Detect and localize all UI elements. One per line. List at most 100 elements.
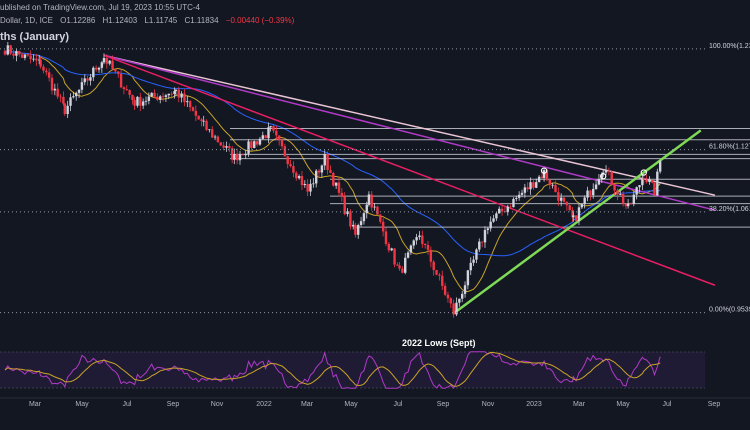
- candle-body: [517, 194, 521, 198]
- candle-body: [398, 265, 401, 269]
- candle-body: [352, 224, 355, 227]
- candle-body: [250, 141, 253, 148]
- candle-body: [376, 206, 379, 215]
- rsi-signal-line: [4, 351, 661, 387]
- candle-body: [349, 211, 352, 227]
- candle-body: [571, 210, 574, 218]
- candle-body: [222, 145, 225, 148]
- annotation-label: 2022 Lows (Sept): [402, 338, 476, 348]
- published-text: ublished on TradingView.com, Jul 19, 202…: [0, 3, 200, 12]
- candle-body: [300, 176, 304, 186]
- candle-body: [509, 206, 512, 208]
- candle-body: [197, 115, 200, 120]
- candle-body: [188, 101, 192, 108]
- candle-body: [114, 69, 117, 72]
- candle-body: [303, 184, 307, 186]
- candle-body: [568, 205, 571, 211]
- candle-body: [323, 154, 326, 166]
- x-axis-tick-label: Nov: [482, 401, 495, 408]
- candle-body: [167, 93, 170, 96]
- candle-body: [365, 204, 368, 214]
- candle-body: [244, 153, 247, 156]
- fib-label: 61.80%(1.1275): [709, 144, 750, 151]
- candle-body: [228, 146, 231, 149]
- candle-body: [241, 154, 245, 156]
- candle-body: [475, 249, 478, 260]
- candle-body: [306, 184, 309, 192]
- x-axis-tick-label: May: [344, 401, 358, 408]
- candle-body: [483, 229, 487, 243]
- candle-body: [653, 182, 656, 196]
- candle-body: [12, 53, 15, 56]
- x-axis-tick-label: May: [616, 401, 630, 408]
- x-axis-tick-label: Mar: [573, 401, 586, 408]
- candle-body: [396, 264, 399, 266]
- ohlc-open: O1.12286: [60, 16, 96, 25]
- candle-body: [272, 126, 275, 131]
- candle-body: [466, 270, 470, 286]
- candle-body: [480, 241, 484, 243]
- candle-body: [542, 170, 546, 178]
- candle-body: [136, 96, 139, 106]
- chart-title: ths (January): [0, 31, 70, 43]
- candle-body: [537, 176, 541, 183]
- candle-body: [574, 215, 578, 221]
- candle-body: [645, 179, 648, 183]
- candle-body: [29, 55, 32, 60]
- candle-body: [354, 224, 357, 235]
- candle-body: [125, 89, 128, 91]
- symbol-ohlc-bar: Dollar, 1D, ICE O1.12286 H1.12403 L1.117…: [0, 14, 294, 28]
- symbol-label[interactable]: Dollar, 1D, ICE: [0, 16, 53, 25]
- candle-body: [512, 198, 515, 208]
- x-axis: Mar May Jul Sep Nov 2022 Mar May Jul Sep Nov 2023 Ma…: [0, 397, 750, 408]
- candle-body: [432, 261, 435, 271]
- candle-body: [100, 62, 104, 68]
- candle-body: [315, 170, 318, 184]
- candle-body: [656, 171, 659, 196]
- candle-body: [173, 91, 176, 95]
- candle-body: [610, 171, 613, 185]
- candle-body: [418, 235, 421, 238]
- candle-body: [6, 45, 10, 55]
- candle-body: [472, 259, 475, 263]
- candle-body: [159, 96, 162, 100]
- candle-body: [77, 89, 81, 93]
- candle-body: [443, 285, 447, 295]
- ohlc-change: −0.00440 (−0.39%): [225, 16, 295, 25]
- candle-body: [565, 201, 569, 206]
- candle-body: [261, 135, 264, 139]
- candle-body: [42, 66, 45, 71]
- candle-body: [429, 249, 433, 262]
- candle-body: [35, 58, 38, 61]
- fib-label: 38.20%(1.0612): [709, 206, 750, 213]
- candle-body: [119, 73, 123, 88]
- candle-body: [426, 245, 430, 250]
- swing-high-marker: [599, 173, 607, 180]
- x-axis-tick-label: Jul: [123, 401, 132, 408]
- candle-body: [63, 103, 67, 115]
- candle-body: [320, 165, 324, 173]
- candle-body: [635, 187, 638, 195]
- candle-body: [651, 180, 654, 183]
- candle-body: [404, 257, 407, 273]
- candle-body: [638, 185, 641, 188]
- candle-body: [230, 148, 234, 160]
- candle-body: [390, 248, 393, 251]
- x-axis-tick-label: 2023: [526, 401, 542, 408]
- candle-body: [94, 67, 98, 70]
- candle-body: [594, 184, 598, 189]
- rsi-band: [0, 352, 705, 388]
- candle-body: [53, 88, 57, 91]
- candle-body: [438, 274, 441, 276]
- candle-body: [211, 129, 214, 138]
- candle-body: [47, 72, 51, 78]
- candle-body: [626, 203, 630, 207]
- ohlc-high: H1.12403: [102, 16, 138, 25]
- fib-label: 100.00%(1.2349): [709, 43, 750, 50]
- candle-body: [297, 176, 301, 179]
- x-axis-tick-label: Nov: [211, 401, 224, 408]
- x-axis-tick-label: Sep: [167, 401, 180, 408]
- candle-body: [255, 141, 259, 145]
- candle-body: [62, 96, 65, 104]
